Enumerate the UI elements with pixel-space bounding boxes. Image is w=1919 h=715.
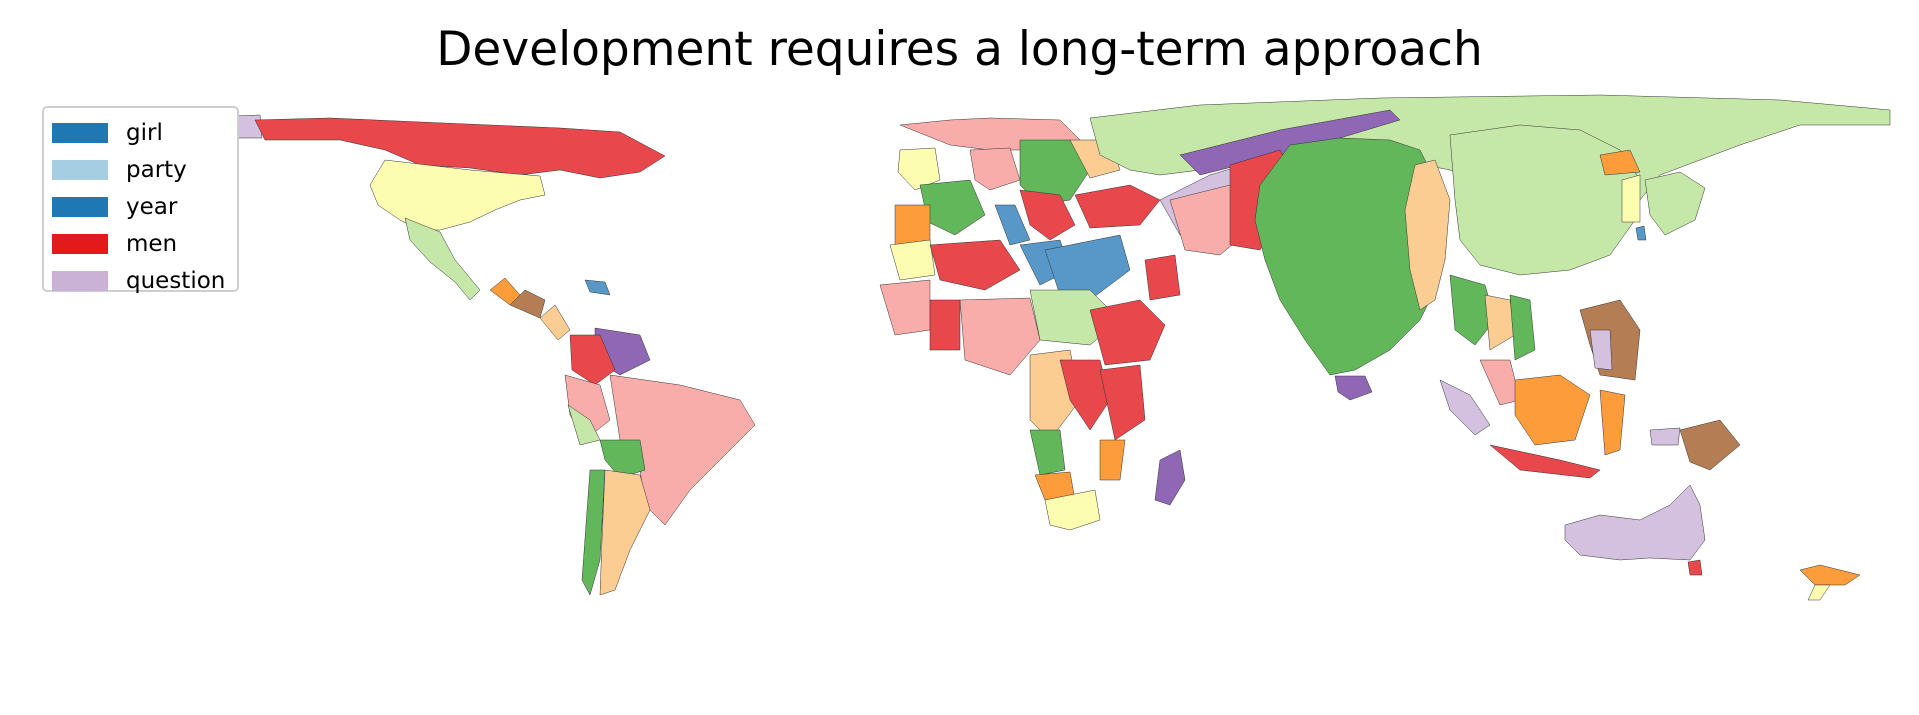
legend-label: girl (126, 119, 163, 146)
region-papua (1679, 419, 1741, 471)
region-taiwan (1635, 225, 1647, 241)
legend-item-party: party (52, 151, 237, 188)
region-canada (254, 117, 666, 179)
region-australia (1564, 484, 1706, 561)
legend: girl party year men question (42, 106, 239, 294)
region-india (1254, 137, 1441, 376)
region-horn (1144, 254, 1181, 301)
legend-swatch (52, 233, 108, 254)
chart-title: Development requires a long-term approac… (436, 22, 1483, 77)
region-colombia (569, 334, 616, 386)
region-west-africa-b (929, 299, 961, 351)
region-new-zealand-n (1799, 564, 1861, 586)
region-iberia (894, 204, 931, 246)
region-new-zealand-s (1807, 584, 1831, 601)
region-sulawesi (1599, 389, 1626, 456)
legend-label: party (126, 156, 187, 183)
region-mongolia (1599, 149, 1641, 176)
region-japan-small (1621, 174, 1641, 223)
region-myanmar (1449, 274, 1496, 346)
region-mexico (404, 217, 481, 301)
region-timor (1649, 427, 1681, 446)
legend-item-men: men (52, 225, 237, 262)
region-china (1449, 124, 1641, 276)
region-argentina (599, 469, 651, 596)
region-turkey (1074, 184, 1161, 229)
region-kazakhstan-strip (1179, 109, 1401, 176)
region-central-america-c (539, 304, 571, 341)
region-philippines-b (1589, 329, 1613, 371)
region-angola (1029, 429, 1066, 476)
region-java (1489, 444, 1601, 479)
legend-item-question: question (52, 262, 237, 299)
region-ecuador (567, 404, 601, 446)
region-balkans (1019, 189, 1076, 241)
region-germany (969, 147, 1021, 191)
region-sumatra (1439, 379, 1491, 436)
region-usa (369, 159, 546, 231)
region-mozambique (1099, 439, 1126, 481)
region-korea-japan (1644, 171, 1706, 236)
region-south-africa (1044, 489, 1101, 531)
legend-label: year (126, 193, 178, 220)
region-tasmania (1687, 559, 1703, 576)
region-borneo (1514, 374, 1591, 446)
legend-item-year: year (52, 188, 237, 225)
region-central-america-b (509, 289, 546, 319)
region-algeria (929, 239, 1021, 291)
region-chile (581, 469, 606, 596)
legend-label: men (126, 230, 178, 257)
legend-label: question (126, 267, 226, 294)
region-ethiopia (1089, 299, 1166, 366)
region-drc (1059, 359, 1111, 431)
legend-swatch (52, 122, 108, 143)
region-vietnam (1509, 294, 1536, 361)
region-egypt (1044, 234, 1131, 301)
legend-swatch (52, 159, 108, 180)
region-malaysia (1479, 359, 1521, 406)
region-bangladesh (1404, 159, 1451, 311)
legend-swatch (52, 196, 108, 217)
region-madagascar (1154, 449, 1186, 506)
legend-item-girl: girl (52, 114, 237, 151)
region-east-africa (1099, 364, 1146, 441)
region-morocco (889, 239, 936, 281)
region-west-africa-a (879, 279, 931, 336)
region-italy (994, 204, 1031, 246)
region-nigeria (959, 297, 1041, 376)
legend-swatch (52, 270, 108, 291)
region-caribbean (584, 279, 611, 296)
region-sri-lanka (1334, 375, 1373, 401)
